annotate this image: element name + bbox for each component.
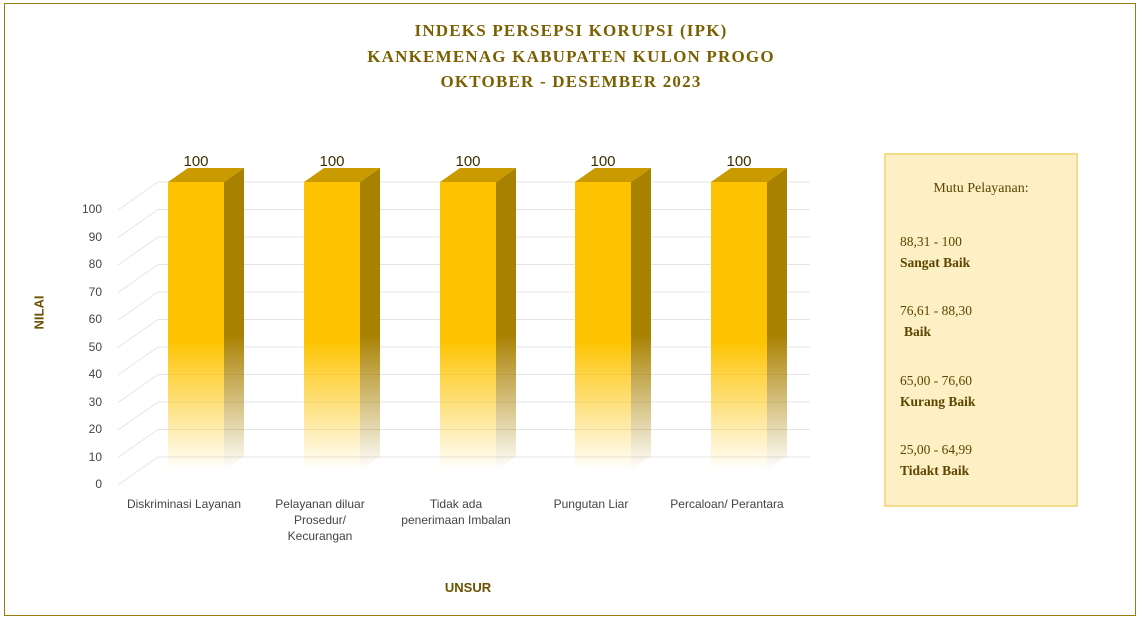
grid-line-depth xyxy=(117,209,159,238)
bar-top xyxy=(575,168,651,182)
bars xyxy=(168,168,787,470)
bar-side xyxy=(767,168,787,470)
bar-side xyxy=(631,168,651,470)
bar-front xyxy=(575,182,631,470)
x-tick-label: Percaloan/ Perantara xyxy=(670,497,784,511)
legend-category: Sangat Baik xyxy=(900,255,971,270)
legend-category: Baik xyxy=(904,324,932,339)
x-tick-label: Pelayanan diluar Prosedur/Kecurangan xyxy=(275,497,365,543)
y-tick-label: 80 xyxy=(88,257,102,271)
legend-range: 25,00 - 64,99 xyxy=(900,442,972,457)
grid-line-depth xyxy=(117,401,159,431)
legend-range: 65,00 - 76,60 xyxy=(900,373,972,388)
x-axis-title: UNSUR xyxy=(444,580,492,595)
legend-category: Kurang Baik xyxy=(900,394,976,409)
y-tick-label: 10 xyxy=(88,449,102,464)
legend-category: Tidakt Baik xyxy=(900,463,970,478)
data-label: 100 xyxy=(590,153,616,170)
bar-front xyxy=(168,182,224,470)
chart-title-line-1: INDEKS PERSEPSI KORUPSI (IPK) xyxy=(414,21,728,40)
legend-range: 76,61 - 88,30 xyxy=(900,303,972,318)
y-tick-label: 100 xyxy=(81,202,102,216)
chart-title-line-2: KANKEMENAG KABUPATEN KULON PROGO xyxy=(367,47,775,66)
data-label: 100 xyxy=(183,153,209,170)
y-tick-label: 40 xyxy=(88,367,102,381)
grid-line-depth xyxy=(117,456,159,486)
x-tick-label: Pungutan Liar xyxy=(553,497,629,511)
grid-line-depth xyxy=(117,264,159,293)
legend-item: 76,61 - 88,30 Baik xyxy=(900,300,972,342)
data-label: 100 xyxy=(726,153,752,170)
legend-range: 88,31 - 100 xyxy=(900,234,962,249)
bar-front xyxy=(711,182,767,470)
data-label: 100 xyxy=(319,153,345,170)
legend-item: 88,31 - 100 Sangat Baik xyxy=(900,231,970,273)
legend-item: 25,00 - 64,99 Tidakt Baik xyxy=(900,439,972,481)
bar-top xyxy=(711,168,787,182)
x-tick-label: Tidak ada penerimaan Imbalan xyxy=(401,497,511,527)
legend-box: Mutu Pelayanan: 88,31 - 100 Sangat Baik … xyxy=(884,153,1078,507)
y-tick-label: 20 xyxy=(88,422,102,436)
y-tick-label: 70 xyxy=(88,284,102,299)
bar-side xyxy=(224,168,244,470)
bar-side xyxy=(360,168,380,470)
y-axis-title: NILAI xyxy=(31,295,47,330)
y-tick-label: 0 xyxy=(95,477,102,491)
y-tick-label: 90 xyxy=(88,229,102,244)
grid-line-depth xyxy=(117,429,159,458)
bar-top xyxy=(440,168,516,182)
grid-line-depth xyxy=(117,346,159,376)
grid-line-depth xyxy=(117,236,159,266)
bar-side xyxy=(496,168,516,470)
y-tick-label: 60 xyxy=(88,312,102,326)
bar-top xyxy=(168,168,244,182)
legend-item: 65,00 - 76,60 Kurang Baik xyxy=(900,370,975,412)
x-tick-label: Diskriminasi Layanan xyxy=(126,497,242,511)
bar-front xyxy=(440,182,496,470)
chart-title-line-3: OKTOBER - DESEMBER 2023 xyxy=(440,72,702,91)
legend-title: Mutu Pelayanan: xyxy=(933,181,1029,196)
grid-line-depth xyxy=(117,319,159,348)
bar-front xyxy=(304,182,360,470)
bar-top xyxy=(304,168,380,182)
grid-line-depth xyxy=(117,374,159,403)
grid-line-depth xyxy=(117,291,159,321)
y-tick-label: 30 xyxy=(88,394,102,409)
y-tick-label: 50 xyxy=(88,339,102,354)
grid-line-depth xyxy=(117,181,159,211)
data-label: 100 xyxy=(455,153,481,170)
